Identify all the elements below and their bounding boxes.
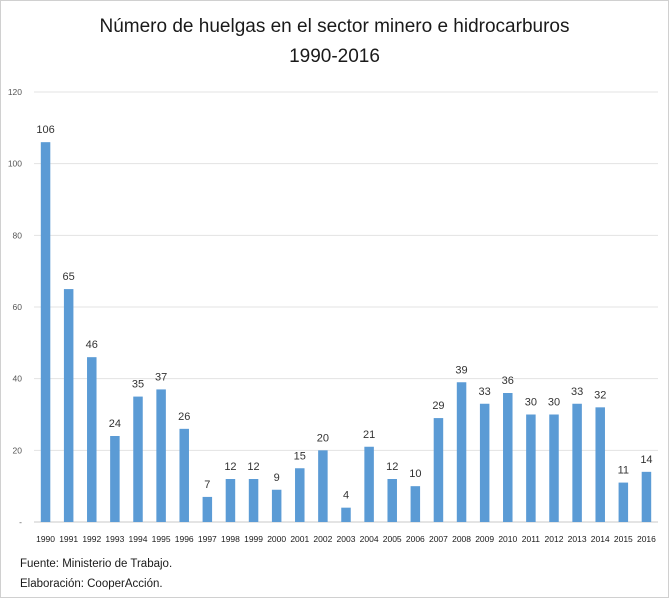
x-tick-label: 2016	[637, 534, 656, 544]
x-tick-label: 2008	[452, 534, 471, 544]
x-tick-label: 2001	[290, 534, 309, 544]
x-tick-label: 1991	[59, 534, 78, 544]
data-label: 12	[386, 461, 398, 473]
bar-2013	[572, 403, 582, 522]
bar-1995	[156, 389, 166, 522]
x-tick-label: 1998	[221, 534, 240, 544]
bars	[40, 142, 652, 522]
x-tick-label: 2006	[406, 534, 425, 544]
data-label: 37	[155, 371, 167, 383]
bar-2006	[410, 486, 421, 522]
bar-2001	[295, 468, 305, 522]
bar-2003	[341, 507, 351, 522]
y-tick-label: 20	[13, 445, 23, 455]
y-tick-label: 120	[8, 87, 22, 97]
data-label: 30	[548, 397, 560, 409]
chart-subtitle: 1990-2016	[289, 46, 380, 67]
x-tick-label: 1999	[244, 534, 263, 544]
data-label: 35	[132, 379, 144, 391]
x-tick-label: 1995	[152, 534, 171, 544]
data-label: 39	[455, 364, 467, 376]
data-label: 32	[594, 389, 606, 401]
y-tick-label: 80	[13, 230, 23, 240]
data-label: 36	[502, 375, 514, 387]
data-label: 4	[343, 490, 349, 502]
bar-2012	[549, 414, 559, 522]
bar-1998	[225, 479, 236, 522]
grid-lines	[34, 91, 658, 523]
x-tick-label: 1992	[82, 534, 101, 544]
data-label: 9	[274, 472, 280, 484]
x-axis-ticks: 1990 1991 1992 1993 1994 1995 1996 1997 1998 1999…	[36, 534, 656, 544]
data-label: 7	[204, 479, 210, 491]
bar-1991	[63, 289, 74, 522]
x-tick-label: 2004	[360, 534, 379, 544]
data-label: 12	[247, 461, 259, 473]
bar-1994	[133, 396, 143, 522]
bar-1990	[40, 142, 51, 522]
x-tick-label: 2005	[383, 534, 402, 544]
x-tick-label: 2011	[522, 534, 541, 544]
bar-1997	[202, 496, 213, 522]
data-label: 33	[571, 386, 583, 398]
bar-2014	[595, 407, 605, 522]
x-tick-label: 2000	[267, 534, 286, 544]
x-tick-label: 2002	[313, 534, 332, 544]
x-tick-label: 1990	[36, 534, 55, 544]
data-label: 14	[640, 454, 652, 466]
y-tick-label: 60	[13, 302, 23, 312]
bar-1992	[87, 357, 97, 522]
bar-2008	[456, 382, 467, 522]
x-tick-label: 1994	[129, 534, 148, 544]
bar-2010	[503, 393, 513, 522]
bar-2002	[318, 450, 328, 522]
data-label: 29	[432, 400, 444, 412]
bar-2004	[364, 446, 374, 522]
bar-2016	[641, 471, 652, 522]
x-tick-label: 2003	[337, 534, 356, 544]
data-label: 12	[224, 461, 236, 473]
data-label: 46	[86, 339, 98, 351]
data-label: 21	[363, 429, 375, 441]
data-label: 26	[178, 411, 190, 423]
data-labels: 106 65 46 24 35 37 26 7 12 12 9 15 20 4 21 12 10 29 39 33 36…	[36, 124, 652, 502]
data-label: 65	[63, 271, 75, 283]
data-label: 30	[525, 397, 537, 409]
x-tick-label: 2014	[591, 534, 610, 544]
source-note: Fuente: Ministerio de Trabajo.	[20, 558, 173, 570]
bar-2005	[387, 479, 397, 522]
bar-1999	[248, 479, 259, 522]
y-tick-label: 40	[13, 374, 23, 384]
data-label: 11	[618, 465, 629, 477]
y-axis-ticks: - 20 40 60 80 100 120	[8, 87, 22, 527]
bar-1993	[110, 436, 120, 522]
bar-2007	[433, 418, 444, 522]
bar-1996	[179, 428, 189, 522]
data-label: 10	[409, 468, 421, 480]
credit-note: Elaboración: CooperAcción.	[20, 578, 163, 590]
data-label: 33	[479, 386, 491, 398]
y-tick-label: -	[19, 517, 22, 527]
x-tick-label: 2009	[475, 534, 494, 544]
x-tick-label: 1997	[198, 534, 217, 544]
x-tick-label: 2007	[429, 534, 448, 544]
y-tick-label: 100	[8, 159, 22, 169]
x-tick-label: 1996	[175, 534, 194, 544]
x-tick-label: 2012	[545, 534, 564, 544]
x-tick-label: 1993	[105, 534, 124, 544]
data-label: 20	[317, 432, 329, 444]
bar-2015	[618, 482, 629, 522]
x-tick-label: 2013	[568, 534, 587, 544]
chart-title: Número de huelgas en el sector minero e …	[99, 16, 570, 37]
data-label: 106	[36, 124, 54, 136]
data-label: 24	[109, 418, 121, 430]
bar-2011	[526, 414, 536, 522]
bar-2000	[271, 489, 282, 522]
data-label: 15	[294, 450, 306, 462]
bar-2009	[479, 403, 490, 522]
x-tick-label: 2010	[498, 534, 517, 544]
x-tick-label: 2015	[614, 534, 633, 544]
